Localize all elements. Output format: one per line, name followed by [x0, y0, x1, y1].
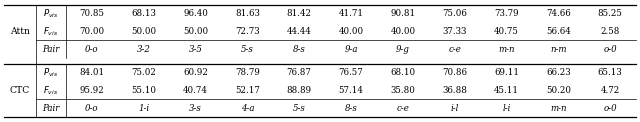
Text: 1-i: 1-i: [138, 104, 149, 113]
Text: 81.63: 81.63: [235, 9, 260, 18]
Text: 50.00: 50.00: [183, 27, 208, 36]
Text: 70.00: 70.00: [79, 27, 104, 36]
Text: 70.85: 70.85: [79, 9, 104, 18]
Text: Pair: Pair: [42, 45, 60, 54]
Text: 84.01: 84.01: [79, 68, 104, 77]
Text: 74.66: 74.66: [546, 9, 571, 18]
Text: 37.33: 37.33: [442, 27, 467, 36]
Text: 65.13: 65.13: [598, 68, 623, 77]
Text: $P_{vis}$: $P_{vis}$: [44, 67, 59, 79]
Text: m-n: m-n: [550, 104, 566, 113]
Text: 76.57: 76.57: [339, 68, 364, 77]
Text: 73.79: 73.79: [494, 9, 519, 18]
Text: l-i: l-i: [502, 104, 511, 113]
Text: 60.92: 60.92: [183, 68, 208, 77]
Text: 9-a: 9-a: [344, 45, 358, 54]
Text: $P_{vis}$: $P_{vis}$: [44, 8, 59, 20]
Text: Attn: Attn: [10, 27, 30, 36]
Text: 8-s: 8-s: [293, 45, 305, 54]
Text: 40.00: 40.00: [339, 27, 364, 36]
Text: 81.42: 81.42: [287, 9, 312, 18]
Text: c-e: c-e: [448, 45, 461, 54]
Text: 44.44: 44.44: [287, 27, 312, 36]
Text: 56.64: 56.64: [546, 27, 571, 36]
Text: o-0: o-0: [604, 45, 617, 54]
Text: 3-s: 3-s: [189, 104, 202, 113]
Text: 9-g: 9-g: [396, 45, 410, 54]
Text: 52.17: 52.17: [235, 86, 260, 95]
Text: 88.89: 88.89: [287, 86, 312, 95]
Text: m-n: m-n: [498, 45, 515, 54]
Text: 95.92: 95.92: [79, 86, 104, 95]
Text: $F_{vis}$: $F_{vis}$: [44, 84, 59, 97]
Text: 69.11: 69.11: [494, 68, 519, 77]
Text: 0-o: 0-o: [85, 45, 99, 54]
Text: 76.87: 76.87: [287, 68, 312, 77]
Text: 8-s: 8-s: [344, 104, 357, 113]
Text: 66.23: 66.23: [546, 68, 571, 77]
Text: 90.81: 90.81: [390, 9, 415, 18]
Text: i-l: i-l: [451, 104, 459, 113]
Text: 3-5: 3-5: [189, 45, 202, 54]
Text: o-0: o-0: [604, 104, 617, 113]
Text: Pair: Pair: [42, 104, 60, 113]
Text: 5-s: 5-s: [241, 45, 253, 54]
Text: 41.71: 41.71: [339, 9, 364, 18]
Text: 50.00: 50.00: [131, 27, 156, 36]
Text: 2.58: 2.58: [600, 27, 620, 36]
Text: 70.86: 70.86: [442, 68, 467, 77]
Text: 35.80: 35.80: [390, 86, 415, 95]
Text: CTC: CTC: [10, 86, 30, 95]
Text: 40.74: 40.74: [183, 86, 208, 95]
Text: 50.20: 50.20: [546, 86, 571, 95]
Text: 75.06: 75.06: [442, 9, 467, 18]
Text: 78.79: 78.79: [235, 68, 260, 77]
Text: 75.02: 75.02: [131, 68, 156, 77]
Text: 40.75: 40.75: [494, 27, 519, 36]
Text: n-m: n-m: [550, 45, 566, 54]
Text: 0-o: 0-o: [85, 104, 99, 113]
Text: 4-a: 4-a: [241, 104, 254, 113]
Text: 68.10: 68.10: [390, 68, 415, 77]
Text: 5-s: 5-s: [293, 104, 305, 113]
Text: $F_{vis}$: $F_{vis}$: [44, 25, 59, 38]
Text: 55.10: 55.10: [131, 86, 156, 95]
Text: 36.88: 36.88: [442, 86, 467, 95]
Text: 3-2: 3-2: [137, 45, 150, 54]
Text: c-e: c-e: [396, 104, 409, 113]
Text: 68.13: 68.13: [131, 9, 156, 18]
Text: 40.00: 40.00: [390, 27, 415, 36]
Text: 57.14: 57.14: [339, 86, 364, 95]
Text: 45.11: 45.11: [494, 86, 519, 95]
Text: 4.72: 4.72: [600, 86, 620, 95]
Text: 85.25: 85.25: [598, 9, 623, 18]
Text: 96.40: 96.40: [183, 9, 208, 18]
Text: 72.73: 72.73: [235, 27, 260, 36]
